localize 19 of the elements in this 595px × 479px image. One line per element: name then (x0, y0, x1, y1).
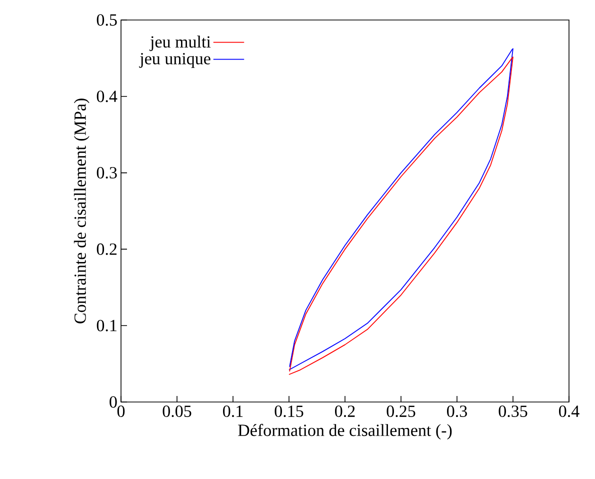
y-tick-label: 0 (110, 396, 117, 408)
legend-label: jeu multi (150, 36, 211, 52)
x-tick-label: 0.35 (498, 406, 528, 418)
y-tick-label: 0.3 (96, 167, 117, 179)
x-tick-label: 0.4 (559, 406, 580, 418)
legend-label: jeu unique (139, 52, 210, 68)
x-tick-label: 0.2 (335, 406, 355, 418)
x-tick-label: 0.15 (274, 406, 304, 418)
x-tick-label: 0.1 (223, 406, 243, 418)
x-tick-label: 0.25 (386, 406, 416, 418)
y-tick-label: 0.1 (96, 320, 116, 332)
y-tick-label: 0.2 (96, 243, 117, 255)
y-axis-title: Contrainte de cisaillement (MPa) (74, 98, 90, 324)
y-tick-label: 0.5 (96, 14, 117, 26)
x-tick-label: 0.05 (162, 406, 192, 418)
y-tick-label: 0.4 (96, 90, 118, 102)
x-tick-label: 0.3 (447, 406, 467, 418)
x-tick-label: 0 (117, 406, 125, 417)
x-axis-title: Déformation de cisaillement (-) (238, 424, 452, 440)
